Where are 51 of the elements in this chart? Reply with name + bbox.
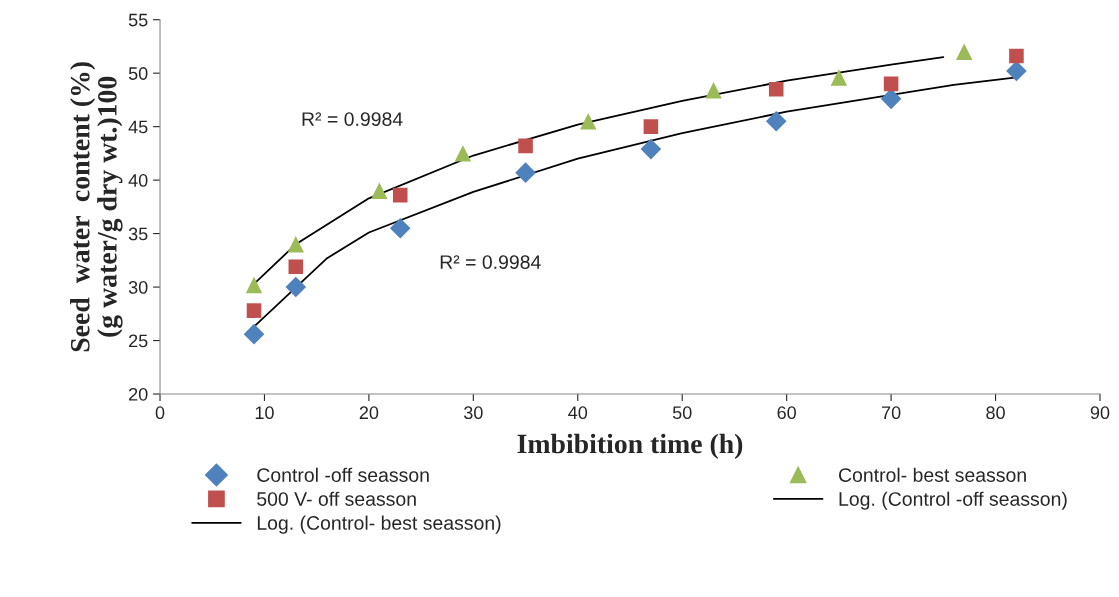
legend-label: Log. (Control- best seasson) [257, 515, 501, 534]
y-tick-label: 20 [129, 387, 148, 401]
x-tick-label: 0 [155, 406, 165, 420]
x-tick-label: 30 [463, 406, 483, 420]
point [640, 138, 662, 160]
y-tick-label: 50 [128, 67, 148, 80]
annotation: R² = 0.9984 [302, 112, 403, 126]
legend-label: Log. (Control -off seasson) [839, 491, 1067, 510]
point [955, 43, 973, 60]
legend-label: 500 V- off seasson [257, 491, 416, 506]
point [288, 259, 304, 275]
point [518, 138, 533, 154]
point [515, 162, 536, 183]
legend-label: Control -off seasson [257, 467, 429, 482]
point [765, 111, 787, 132]
point [643, 119, 659, 134]
x-tick-label: 20 [359, 406, 379, 420]
point [246, 303, 262, 318]
point [371, 182, 388, 200]
point [245, 276, 263, 294]
point [389, 217, 411, 239]
legend-label: Control- best seasson [839, 467, 1026, 482]
y-tick-label: 25 [129, 334, 148, 348]
point [1006, 60, 1027, 82]
point [768, 81, 784, 97]
point [392, 187, 408, 203]
point [883, 76, 899, 92]
point [243, 323, 265, 345]
x-tick-label: 10 [255, 406, 274, 420]
point [830, 69, 848, 86]
y-tick-label: 30 [128, 281, 148, 294]
x-tick-label: 50 [672, 406, 692, 420]
point [580, 113, 597, 130]
y-tick-label: 45 [128, 120, 148, 134]
x-tick-label: 40 [568, 406, 588, 420]
x-axis-title: Imbibition time (h) [517, 433, 743, 459]
annotation: R² = 0.9984 [440, 255, 541, 269]
point [1009, 48, 1024, 64]
y-tick-label: 35 [128, 227, 148, 241]
x-tick-label: 70 [881, 406, 901, 420]
point [880, 88, 902, 110]
point [705, 82, 722, 99]
x-tick-label: 90 [1090, 406, 1110, 420]
y-axis-title: Seed water content (%) (g water/g dry wt.)100 [70, 62, 123, 352]
x-tick-label: 60 [777, 406, 796, 420]
point [287, 236, 305, 253]
y-tick-label: 55 [128, 13, 148, 27]
point [454, 145, 472, 162]
y-tick-label: 40 [128, 174, 148, 187]
point [285, 276, 307, 298]
x-tick-label: 80 [986, 406, 1005, 420]
